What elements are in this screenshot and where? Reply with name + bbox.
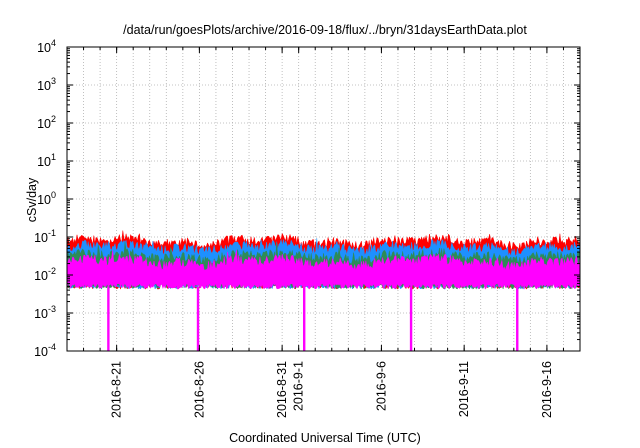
x-tick-label: 2016-9-11 xyxy=(457,361,471,417)
y-tick-label: 100 xyxy=(37,190,56,207)
y-axis-label: cSv/day xyxy=(25,177,39,222)
dropout-spike xyxy=(409,286,413,351)
y-tick-label: 10-4 xyxy=(34,342,56,359)
y-axis-ticks: 10-4 10-3 10-2 10-1 100 101 102 103 104 xyxy=(34,38,580,359)
y-tick-label: 102 xyxy=(37,114,56,131)
chart-title: /data/run/goesPlots/archive/2016-09-18/f… xyxy=(123,23,527,37)
dropout-spike xyxy=(302,286,306,351)
y-tick-label: 104 xyxy=(37,38,56,55)
x-tick-label: 2016-8-26 xyxy=(192,361,206,418)
x-tick-label: 2016-8-31 xyxy=(275,361,289,418)
dropout-spike xyxy=(107,286,110,351)
x-tick-label: 2016-9-6 xyxy=(374,361,388,411)
y-tick-label: 103 xyxy=(37,76,56,93)
x-tick-label: 2016-9-1 xyxy=(292,361,306,411)
y-tick-label: 10-2 xyxy=(34,266,56,283)
dropout-spike xyxy=(516,286,519,351)
series-layer xyxy=(66,230,581,291)
x-axis-label: Coordinated Universal Time (UTC) xyxy=(229,431,421,445)
y-tick-label: 101 xyxy=(37,152,56,169)
y-tick-label: 10-1 xyxy=(34,228,56,245)
x-axis-ticks: 2016-8-21 2016-8-26 2016-8-31 2016-9-1 2016-… xyxy=(83,47,564,418)
y-tick-label: 10-3 xyxy=(34,304,56,321)
dropout-spike xyxy=(196,286,200,351)
x-tick-label: 2016-9-16 xyxy=(540,361,554,418)
dropout-layer xyxy=(107,286,519,351)
x-tick-label: 2016-8-21 xyxy=(110,361,124,418)
